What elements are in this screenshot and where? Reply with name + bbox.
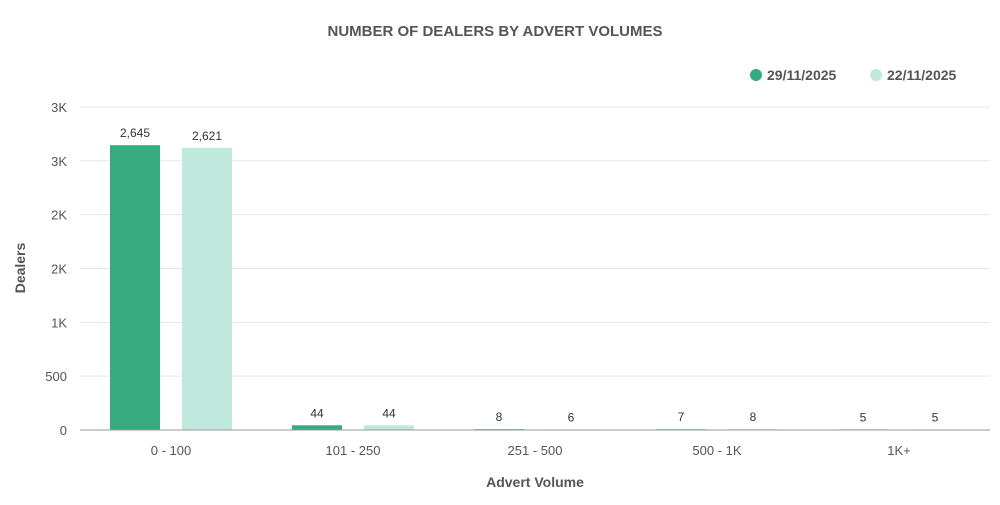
y-tick-label: 0 xyxy=(60,423,67,438)
bar[interactable] xyxy=(182,147,232,430)
bar-data-label: 5 xyxy=(932,410,939,424)
legend-label[interactable]: 22/11/2025 xyxy=(887,67,957,83)
bar-data-label: 2,645 xyxy=(120,126,150,140)
x-axis-ticks: 0 - 100 101 - 250 251 - 500 500 - 1K 1K+ xyxy=(151,443,911,458)
bar-data-label: 2,621 xyxy=(192,129,222,143)
bar-data-label: 8 xyxy=(750,410,757,424)
bar-data-label: 8 xyxy=(496,410,503,424)
bar[interactable] xyxy=(292,425,342,430)
legend-marker[interactable] xyxy=(750,69,762,81)
bar[interactable] xyxy=(364,425,414,430)
y-tick-label: 3K xyxy=(51,154,67,169)
bar-data-label: 7 xyxy=(678,410,685,424)
bars: 2,645 2,621 44 44 8 6 7 8 5 5 xyxy=(110,126,960,430)
x-tick-label: 251 - 500 xyxy=(508,443,563,458)
legend: 29/11/2025 22/11/2025 xyxy=(750,67,957,83)
y-tick-label: 1K xyxy=(51,315,67,330)
y-tick-label: 3K xyxy=(51,100,67,115)
y-axis-label: Dealers xyxy=(12,242,28,293)
bar-data-label: 6 xyxy=(568,410,575,424)
x-tick-label: 0 - 100 xyxy=(151,443,191,458)
legend-label[interactable]: 29/11/2025 xyxy=(767,67,837,83)
x-tick-label: 101 - 250 xyxy=(326,443,381,458)
bar-data-label: 44 xyxy=(382,406,396,420)
y-axis-ticks: 0 500 1K 2K 2K 3K 3K xyxy=(45,100,67,438)
x-axis-label: Advert Volume xyxy=(486,474,584,490)
bar[interactable] xyxy=(110,145,160,430)
bar-data-label: 5 xyxy=(860,410,867,424)
bar-data-label: 44 xyxy=(310,406,324,420)
y-tick-label: 500 xyxy=(45,369,67,384)
y-tick-label: 2K xyxy=(51,262,67,277)
x-tick-label: 1K+ xyxy=(887,443,911,458)
y-tick-label: 2K xyxy=(51,208,67,223)
legend-marker[interactable] xyxy=(870,69,882,81)
x-tick-label: 500 - 1K xyxy=(692,443,741,458)
chart-title: NUMBER OF DEALERS BY ADVERT VOLUMES xyxy=(327,23,662,40)
